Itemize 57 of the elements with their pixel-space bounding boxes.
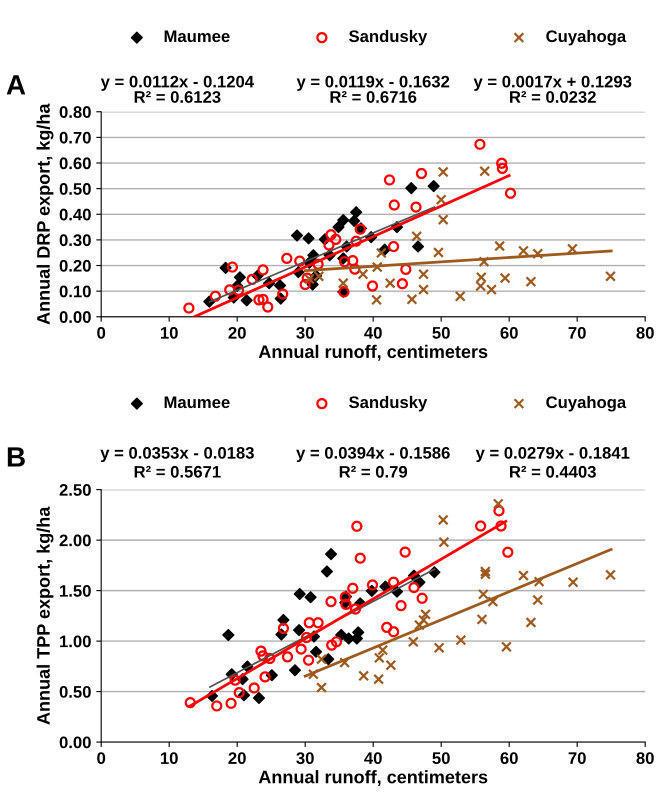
x-tick-label: 20 [228,326,246,339]
x-tick-label: 0 [97,752,106,764]
legend-label: Maumee [164,396,230,408]
y-tick-label: 0.20 [60,260,91,272]
y-tick-label: 0.60 [60,157,91,170]
text: y = 0.0279x - 0.1841 [476,446,630,462]
legend-label: Sandusky [349,396,428,412]
y-tick-label: 0.00 [60,311,91,323]
x-tick-label: 10 [160,326,178,339]
text: y = 0.0353x - 0.0183 [100,446,254,462]
y-tick-label: 0.40 [60,208,91,220]
y-axis-title: Annual DRP export, kg/ha [36,103,54,325]
text: R² = 0.4403 [510,466,596,478]
y-tick-label: 1.00 [60,636,91,648]
text: R² = 0.6123 [134,91,221,103]
legend-label: Maumee [164,30,230,42]
y-tick-label: 0.30 [60,234,91,246]
y-tick-label: 2.50 [60,484,91,496]
legend-label: Cuyahoga [546,396,626,412]
y-axis-title: Annual TPP export, kg/ha [36,506,54,725]
legend-label: Sandusky [349,30,428,46]
text: y = 0.0017x + 0.1293 [474,76,632,91]
text: y = 0.0394x - 0.1586 [296,446,450,462]
x-tick-label: 10 [160,752,178,764]
y-tick-label: 0.00 [60,736,91,748]
y-tick-label: 1.50 [60,585,91,597]
y-tick-label: 0.50 [60,183,91,195]
x-tick-label: 40 [364,326,382,339]
text: y = 0.0112x - 0.1204 [100,76,254,91]
y-tick-label: 0.80 [60,106,91,118]
x-tick-label: 40 [364,752,382,764]
x-tick-label: 60 [500,326,518,339]
text: B [8,447,25,467]
x-tick-label: 50 [432,752,450,764]
x-tick-label: 80 [636,326,654,339]
text: R² = 0.0232 [510,91,596,103]
x-tick-label: 0 [97,326,106,339]
x-tick-label: 80 [636,752,654,764]
text: R² = 0.79 [340,466,408,478]
x-tick-label: 60 [500,752,518,764]
x-tick-label: 70 [568,326,586,339]
x-tick-label: 20 [228,752,246,764]
legend-label: Cuyahoga [546,30,626,46]
x-axis-title: Annual runoff, centimeters [258,344,488,361]
y-tick-label: 0.50 [60,686,91,698]
text: R² = 0.6716 [330,91,416,103]
text: A [6,75,26,94]
x-tick-label: 50 [432,326,450,339]
x-axis-title: Annual runoff, centimeters [258,770,488,786]
x-tick-label: 30 [296,752,314,764]
text: R² = 0.5671 [134,466,221,478]
x-tick-label: 70 [568,752,586,764]
y-tick-label: 0.10 [60,286,91,298]
x-tick-label: 30 [296,326,314,339]
text: y = 0.0119x - 0.1632 [296,76,450,91]
y-tick-label: 0.70 [60,132,91,144]
y-tick-label: 2.00 [60,534,91,546]
